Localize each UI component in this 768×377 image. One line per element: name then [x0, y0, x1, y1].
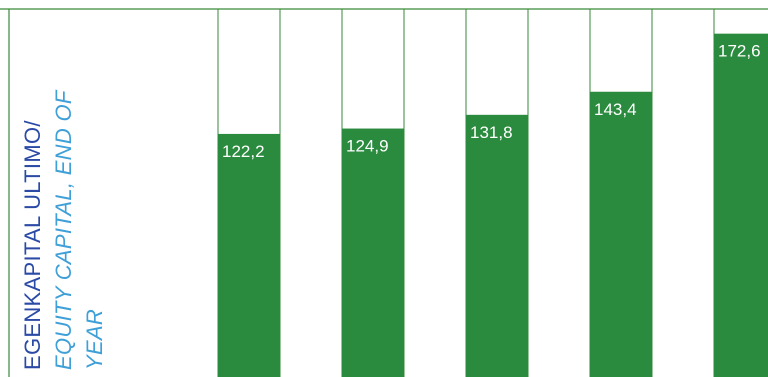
- value-label: 143,4: [594, 100, 637, 119]
- chart-title-line-1: EGENKAPITAL ULTIMO/: [20, 120, 45, 370]
- bar: [342, 128, 404, 377]
- value-labels: 122,2 124,9 131,8 143,4 172,6: [222, 42, 761, 161]
- bar: [218, 133, 280, 377]
- bar: [714, 33, 768, 377]
- bar: [466, 114, 528, 377]
- chart-title-line-3: YEAR: [82, 308, 107, 370]
- value-label: 122,2: [222, 142, 265, 161]
- value-label: 131,8: [470, 123, 513, 142]
- chart-title-line-2: EQUITY CAPITAL, END OF: [51, 90, 76, 370]
- value-label: 124,9: [346, 137, 389, 156]
- bar: [590, 91, 652, 377]
- bars: [218, 33, 768, 377]
- value-label: 172,6: [718, 42, 761, 61]
